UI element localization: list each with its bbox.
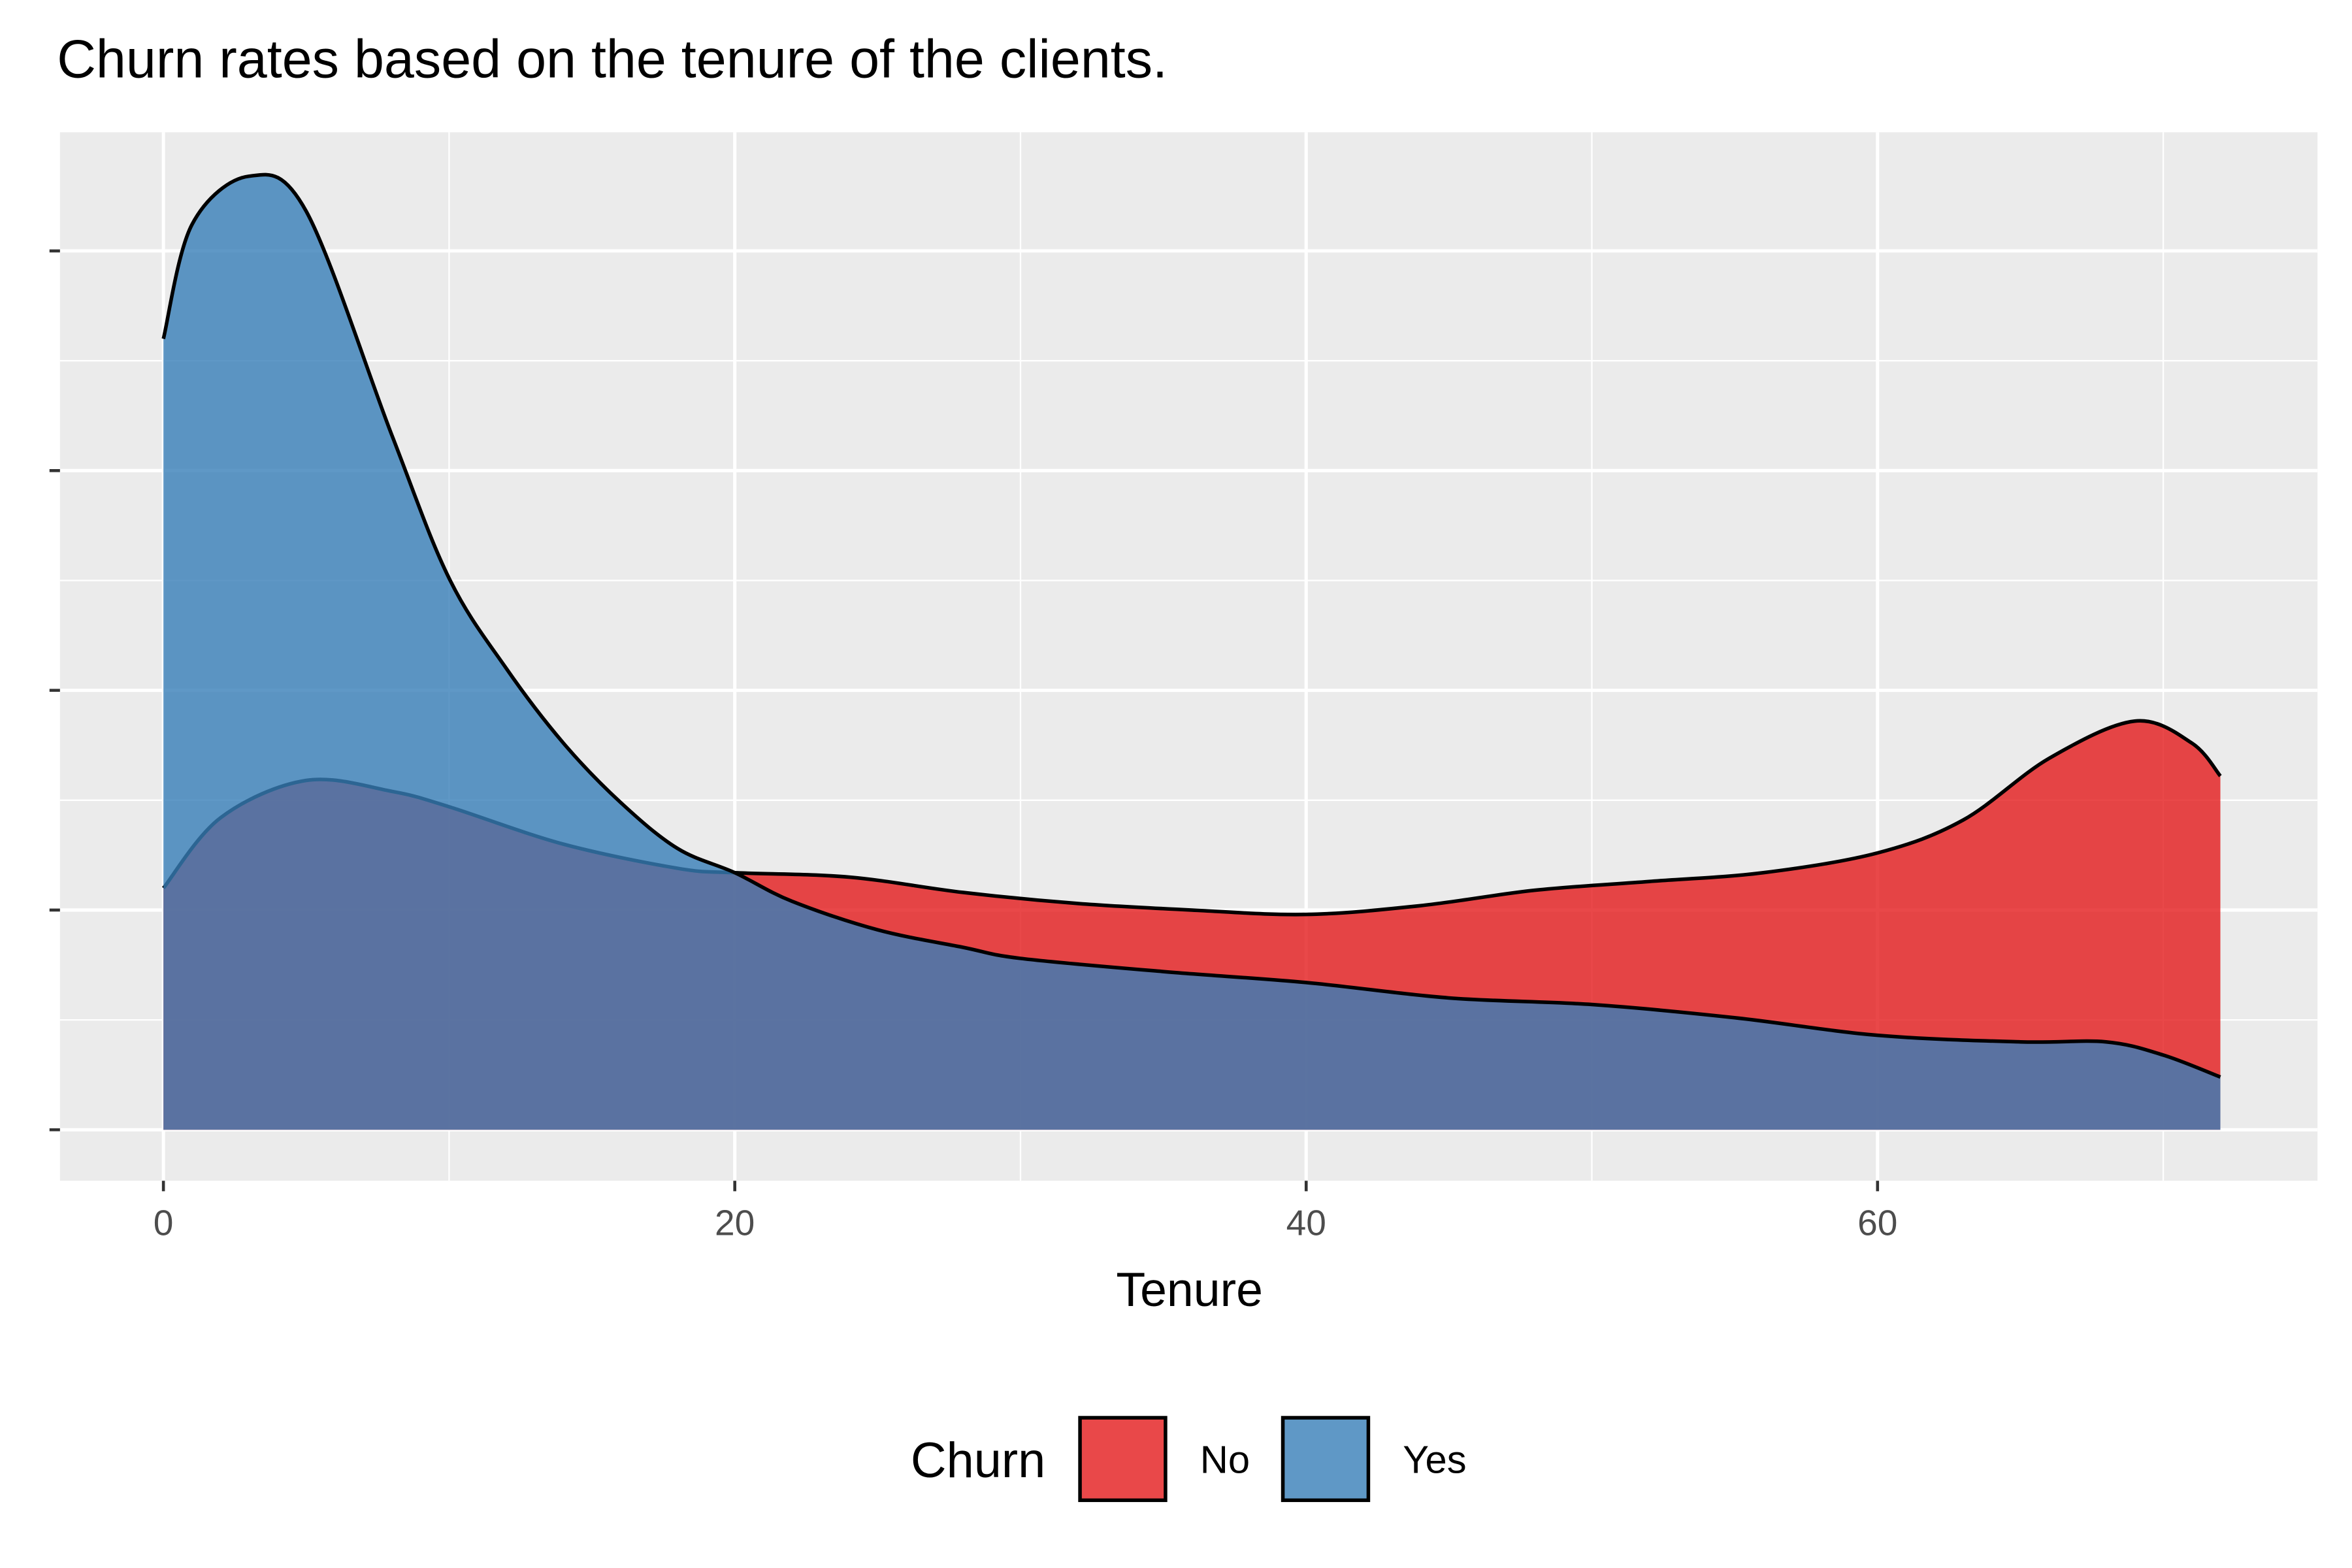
density-outline [161,172,2221,1079]
density-area [163,174,2221,1130]
legend-title: Churn [911,1433,1045,1488]
legend-label: Yes [1403,1438,1466,1482]
x-tick-label: 40 [1286,1203,1326,1243]
axes: 0 20 40 60 [49,249,1897,1243]
x-axis-title: Tenure [1116,1262,1263,1316]
legend-swatch [1281,1416,1371,1503]
areas [161,172,2222,1130]
legend-label: No [1200,1438,1250,1482]
x-tick-label: 0 [154,1203,174,1243]
legend-swatch [1078,1416,1168,1503]
chart-title: Churn rates based on the tenure of the c… [57,29,1168,90]
legend: Churn No Yes [911,1416,1467,1503]
x-tick-label: 20 [715,1203,755,1243]
x-tick-label: 60 [1857,1203,1897,1243]
